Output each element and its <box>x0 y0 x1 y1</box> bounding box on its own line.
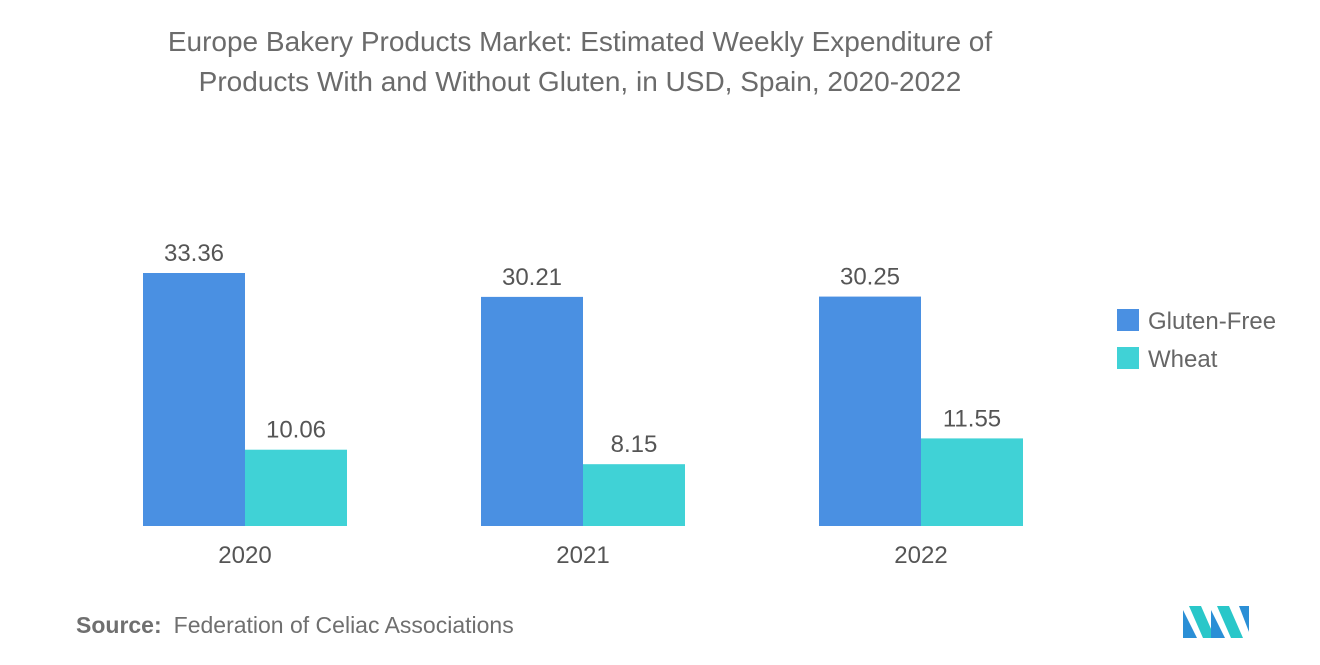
bar-wheat-2020 <box>245 449 347 526</box>
legend-label-gluten-free: Gluten-Free <box>1148 308 1276 335</box>
x-tick-label-2021: 2021 <box>556 542 609 569</box>
source-note: Source: Federation of Celiac Associations <box>76 612 514 639</box>
bar-wheat-2021 <box>583 464 685 526</box>
bar-chart: 33.36 10.06 2020 30.21 8.15 2021 30.25 11.55 202… <box>143 240 1276 569</box>
bar-gluten-free-2020 <box>143 273 245 526</box>
bar-wheat-2022 <box>921 438 1023 526</box>
chart-title-line-1: Europe Bakery Products Market: Estimated… <box>167 26 993 57</box>
legend-swatch-wheat <box>1117 347 1139 369</box>
data-label-wheat-2020: 10.06 <box>266 417 326 444</box>
chart-title-line-2: Products With and Without Gluten, in USD… <box>198 66 962 97</box>
data-label-gluten-free-2020: 33.36 <box>164 240 224 267</box>
legend-swatch-gluten-free <box>1117 309 1139 331</box>
x-tick-label-2020: 2020 <box>218 542 271 569</box>
legend-label-wheat: Wheat <box>1148 346 1218 373</box>
bar-gluten-free-2022 <box>819 296 921 526</box>
bar-gluten-free-2021 <box>481 296 583 526</box>
data-label-wheat-2022: 11.55 <box>943 405 1001 432</box>
data-label-gluten-free-2022: 30.25 <box>840 264 900 291</box>
mordor-intelligence-logo-icon <box>1183 604 1251 645</box>
data-label-wheat-2021: 8.15 <box>611 431 658 458</box>
source-label: Source: <box>76 612 162 638</box>
data-label-gluten-free-2021: 30.21 <box>502 264 562 291</box>
chart-title: Europe Bakery Products Market: Estimated… <box>60 22 1100 102</box>
source-text: Federation of Celiac Associations <box>173 612 514 638</box>
x-tick-label-2022: 2022 <box>894 542 947 569</box>
